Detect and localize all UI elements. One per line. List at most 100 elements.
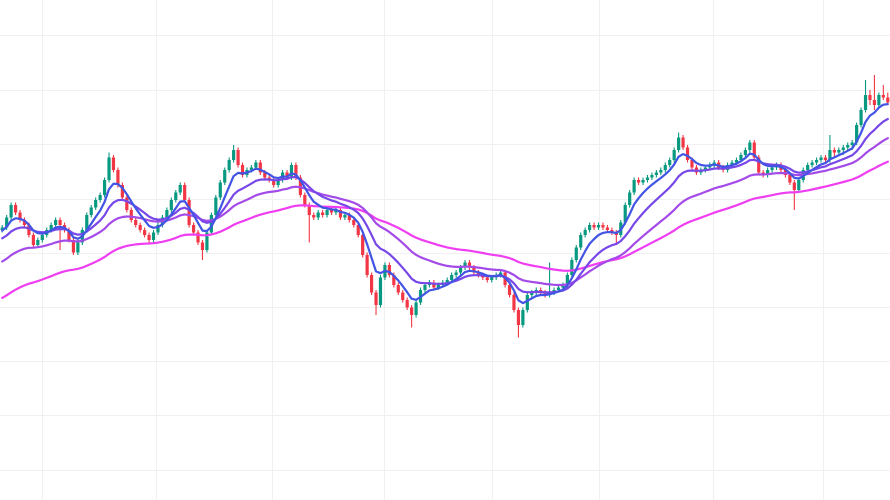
candle-body-up — [668, 160, 672, 165]
candle-body-up — [436, 285, 440, 288]
candle-body-down — [312, 215, 316, 218]
candle-body-down — [605, 227, 610, 230]
candle-body-down — [636, 180, 641, 183]
candle-body-up — [9, 205, 13, 218]
candle-body-down — [485, 277, 489, 280]
candle-body-up — [525, 295, 529, 310]
candle-body-down — [294, 165, 298, 178]
candle-body-up — [316, 212, 320, 218]
candle-body-up — [570, 260, 574, 275]
candle-body-up — [232, 150, 236, 160]
candle-body-up — [169, 200, 173, 210]
candle-body-down — [387, 265, 391, 275]
candle-body-down — [516, 310, 521, 325]
candle-body-up — [178, 185, 182, 193]
candle-body-down — [512, 295, 516, 310]
candle-body-up — [743, 150, 747, 155]
candle-body-up — [810, 162, 814, 165]
candle-body-up — [863, 95, 868, 110]
candle-body-up — [343, 215, 347, 218]
candle-body-down — [832, 150, 836, 153]
candle-body-up — [748, 142, 752, 150]
candle-body-down — [886, 97, 890, 103]
candle-body-up — [841, 147, 845, 150]
candle-body-down — [258, 162, 262, 173]
candle-body-up — [846, 145, 850, 148]
candle-body-down — [392, 275, 396, 285]
candle-body-up — [588, 225, 592, 230]
candle-body-up — [94, 200, 98, 208]
candle-body-down — [347, 215, 351, 220]
candle-body-up — [659, 170, 663, 173]
candle-body-down — [476, 272, 480, 275]
candle-body-up — [423, 285, 427, 290]
candle-body-down — [881, 95, 885, 98]
candle-body-up — [414, 302, 418, 315]
candle-body-down — [147, 235, 151, 240]
candle-body-up — [850, 142, 854, 145]
candle-body-up — [663, 165, 667, 170]
candle-body-up — [454, 272, 458, 275]
candle-body-up — [89, 207, 93, 215]
candle-body-down — [134, 220, 138, 225]
candle-body-down — [329, 210, 334, 213]
candle-body-down — [183, 185, 187, 200]
candle-body-up — [530, 292, 534, 295]
candle-body-down — [788, 175, 792, 183]
candle-body-up — [583, 230, 587, 235]
candle-body-down — [792, 182, 796, 190]
candle-body-down — [872, 100, 877, 105]
candle-body-down — [31, 235, 35, 245]
candle-body-up — [574, 247, 578, 260]
candle-body-down — [191, 225, 196, 233]
candle-body-up — [499, 272, 503, 275]
candle-body-up — [855, 125, 859, 143]
candle-body-down — [272, 180, 276, 185]
candle-body-down — [543, 292, 547, 295]
candle-body-up — [734, 160, 739, 163]
candle-body-up — [378, 277, 383, 305]
candle-body-up — [730, 162, 734, 165]
candle-body-up — [174, 192, 178, 200]
candle-body-up — [0, 227, 4, 230]
candle-body-up — [628, 192, 632, 205]
candle-body-up — [214, 197, 218, 215]
candle-body-up — [490, 277, 494, 280]
candle-body-up — [151, 232, 156, 240]
candle-body-up — [5, 217, 9, 228]
candle-body-down — [116, 170, 120, 185]
candle-body-up — [650, 175, 654, 178]
candle-body-up — [814, 160, 819, 163]
candle-body-up — [49, 225, 53, 230]
candle-body-up — [98, 195, 102, 200]
candle-body-down — [200, 242, 205, 250]
candle-body-down — [752, 142, 756, 158]
candle-body-up — [76, 242, 80, 253]
ma-fast-line — [1, 103, 889, 305]
candle-body-down — [690, 160, 694, 168]
candle-body-down — [67, 230, 71, 240]
candle-body-down — [22, 220, 27, 225]
candle-body-up — [828, 150, 832, 160]
candle-body-down — [472, 267, 476, 273]
candle-body-up — [806, 165, 810, 170]
candle-body-up — [565, 275, 569, 285]
candle-body-up — [223, 170, 227, 183]
candle-body-down — [356, 225, 360, 235]
candle-body-down — [120, 185, 124, 198]
candle-body-down — [196, 232, 200, 243]
candle-body-up — [85, 215, 89, 230]
candle-body-down — [321, 212, 325, 215]
candle-body-up — [797, 180, 801, 190]
candle-body-down — [823, 157, 828, 160]
candle-body-down — [111, 157, 116, 170]
candle-body-down — [338, 210, 343, 218]
ma-medium-line — [1, 117, 889, 294]
candle-body-up — [819, 157, 823, 160]
candle-body-up — [276, 180, 280, 185]
candle-body-up — [561, 285, 565, 288]
candle-body-down — [129, 210, 133, 220]
candle-body-up — [770, 167, 774, 170]
